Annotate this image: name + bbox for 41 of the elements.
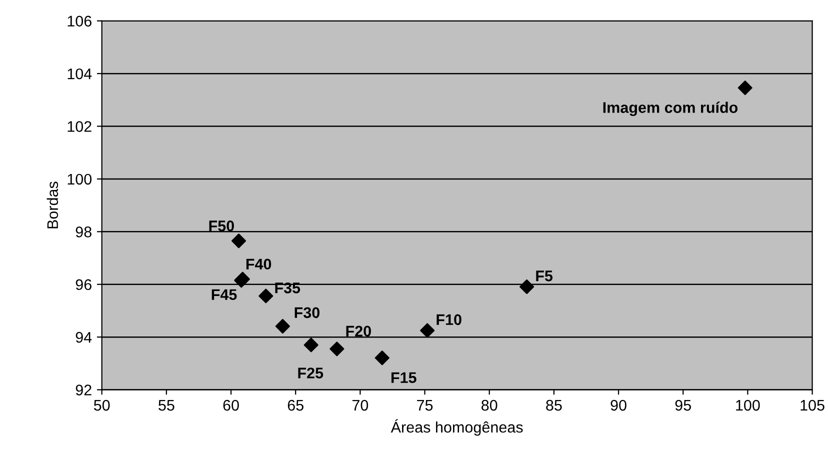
y-tick-label: 92 [76,384,92,396]
point [520,279,534,294]
x-tick-label: 65 [288,400,304,411]
point [304,338,318,352]
annotation: F5 [536,270,553,282]
annotation: Imagem com ruído [603,102,738,116]
x-tick-label: 80 [482,400,498,411]
x-tick-label: 100 [736,400,760,411]
point [738,80,752,96]
point [330,342,344,356]
y-tick-label: 104 [68,68,92,80]
x-tick-label: 55 [158,400,174,411]
annotation: F50 [209,220,234,232]
y-tick-label: 102 [68,121,92,132]
annotation: F40 [246,258,272,270]
annotation: F25 [298,368,324,378]
annotation: F15 [391,372,416,384]
point [420,323,435,338]
annotation: F10 [436,314,462,326]
annotation: F45 [212,289,237,300]
y-tick-label: 106 [68,16,92,27]
x-tick-label: 90 [610,400,626,411]
x-tick-label: 105 [800,400,824,411]
y-tick-label: 96 [76,279,92,290]
x-tick-label: 70 [352,400,368,411]
x-tick-label: 95 [675,400,691,411]
y-tick-label: 98 [76,226,92,238]
x-tick-label: 60 [223,400,239,411]
x-tick-label: 85 [546,400,562,411]
y-tick-label: 100 [68,174,92,185]
x-axis-title: Áreas homogêneas [390,419,523,436]
point [374,350,390,366]
point [231,234,246,248]
point [275,318,290,334]
annotation: F30 [294,307,320,318]
point [258,288,274,304]
y-tick-label: 94 [76,332,92,343]
x-tick-label: 50 [94,400,110,411]
y-axis-title: Bordas [46,182,58,228]
annotation: F20 [346,326,371,337]
x-tick-label: 75 [417,400,433,411]
